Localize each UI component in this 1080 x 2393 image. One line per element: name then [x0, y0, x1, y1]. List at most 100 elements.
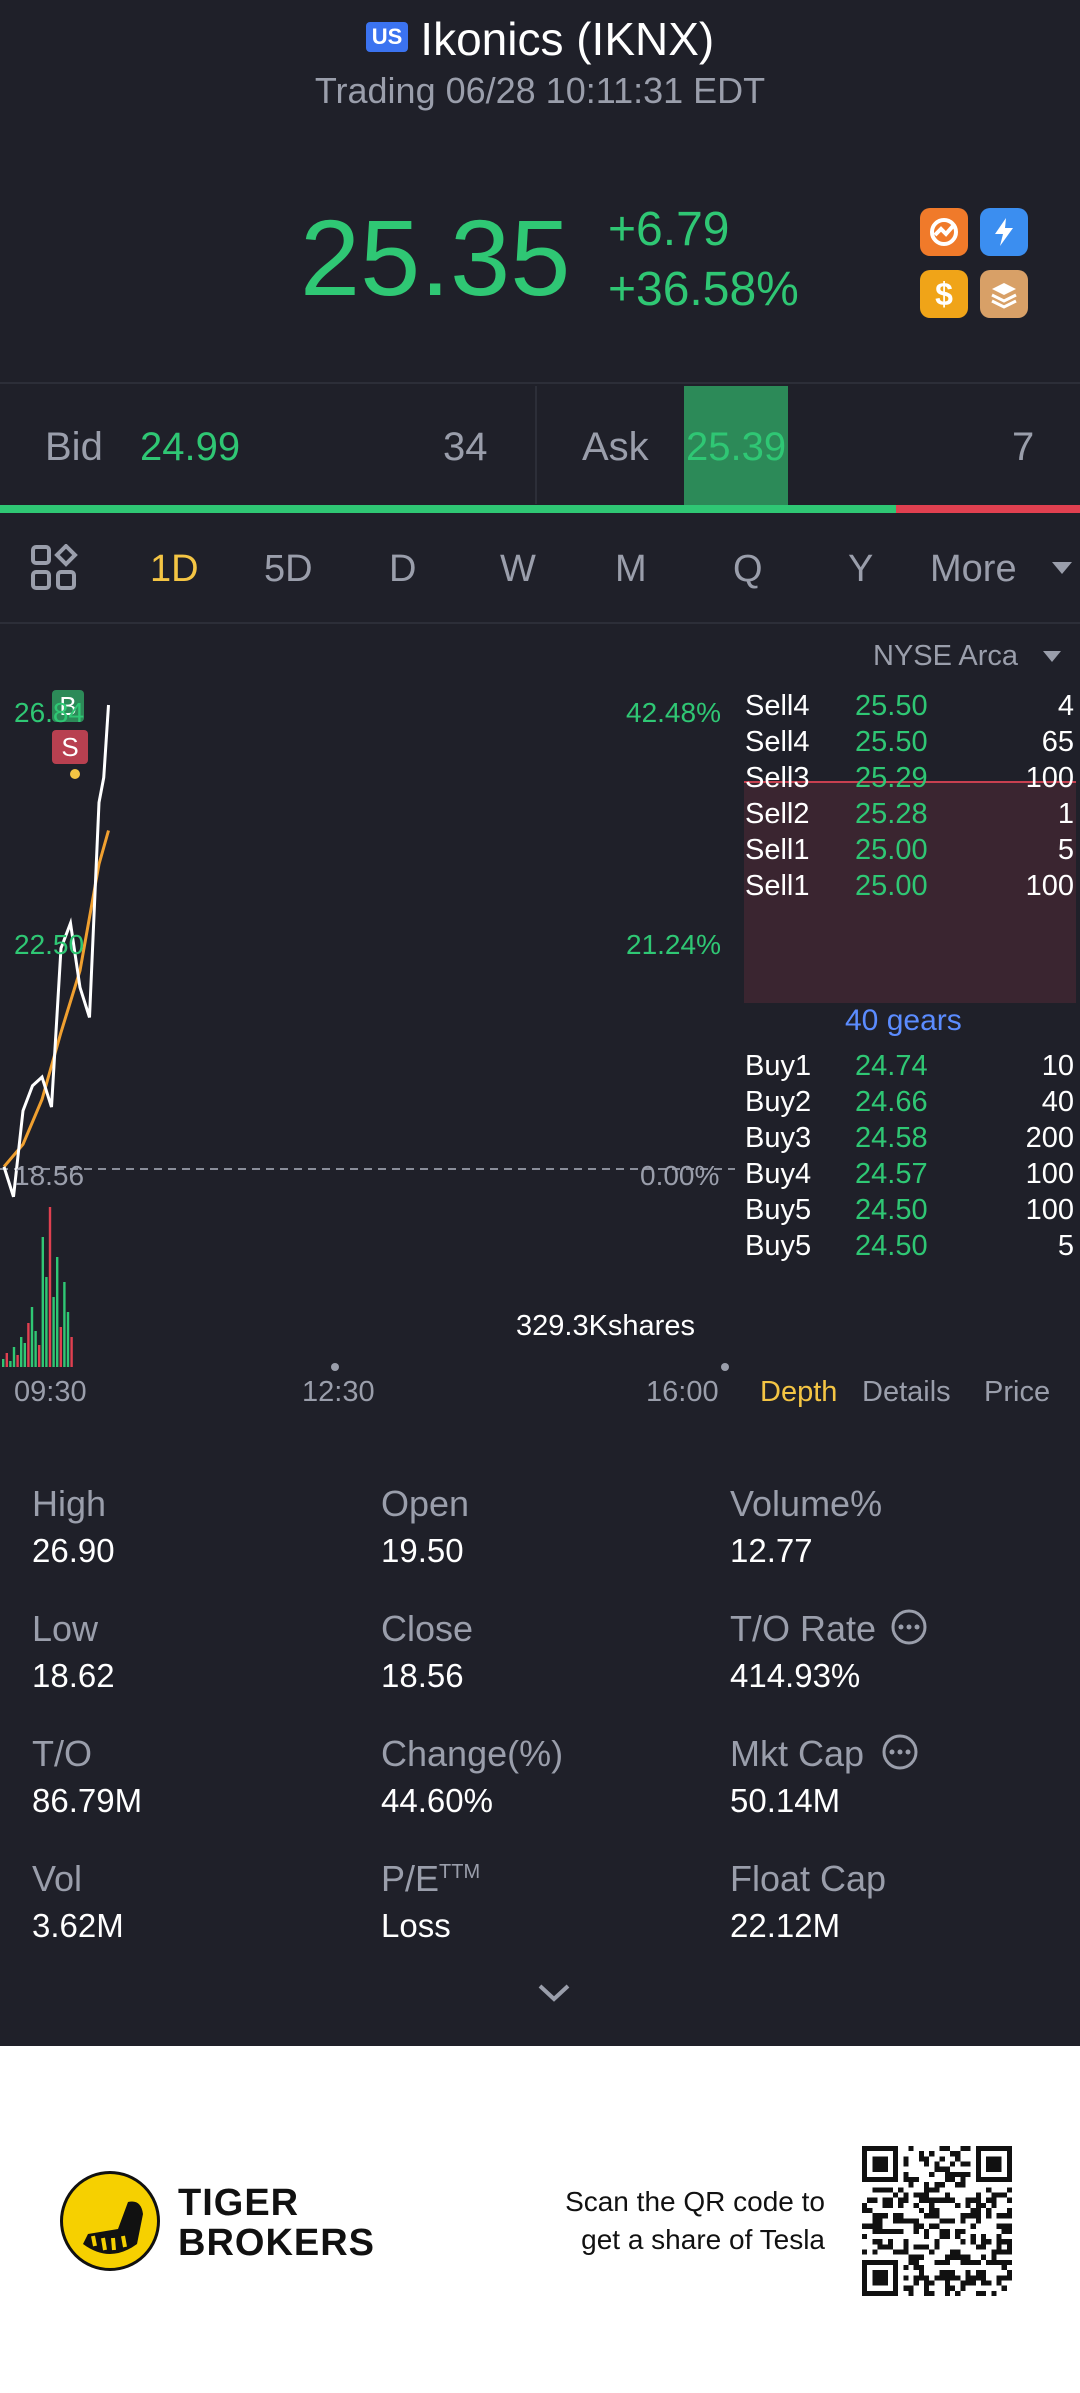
tab-y[interactable]: Y [848, 548, 874, 590]
volume-bar [34, 1331, 37, 1367]
exchange-selector[interactable]: NYSE Arca [873, 640, 1019, 672]
divider [535, 386, 537, 504]
change-amount: +6.79 [608, 203, 730, 256]
stack-icon[interactable] [980, 270, 1028, 318]
chevron-down-icon[interactable] [1052, 562, 1072, 581]
stat-volume-pct-value: 12.77 [730, 1532, 813, 1569]
tab-m[interactable]: M [615, 548, 647, 590]
order-qty: 5 [1057, 1230, 1074, 1262]
order-price: 24.50 [855, 1194, 928, 1226]
order-price: 25.00 [855, 870, 928, 902]
volume-bar [2, 1359, 5, 1367]
tab-more[interactable]: More [930, 548, 1017, 590]
order-label: Buy1 [745, 1050, 812, 1082]
volume-bar [9, 1361, 12, 1367]
bid-ask-ratio-bar [0, 505, 1080, 513]
volume-bar [52, 1297, 55, 1367]
tab-details[interactable]: Details [862, 1376, 951, 1408]
bid-qty: 34 [443, 425, 488, 469]
chart-mid-pct: 21.24% [626, 929, 721, 960]
bid-ratio-fill [0, 505, 897, 513]
tab-1d[interactable]: 1D [150, 548, 199, 590]
stat-high-label: High [32, 1483, 107, 1524]
order-label: Buy4 [745, 1158, 812, 1190]
stat-mkt-cap-value: 50.14M [730, 1782, 841, 1819]
order-price: 24.66 [855, 1086, 928, 1118]
volume-bar [56, 1257, 59, 1367]
time-dot [331, 1363, 339, 1371]
volume-bar [59, 1327, 62, 1367]
qr-code [862, 2146, 1012, 2296]
order-qty: 4 [1057, 690, 1074, 722]
tab-price[interactable]: Price [984, 1376, 1051, 1408]
chart-swap-icon[interactable] [920, 208, 968, 256]
layout-icon[interactable] [30, 543, 78, 597]
volume-bar [12, 1347, 16, 1367]
volume-bar [16, 1355, 19, 1367]
volume-bar [70, 1337, 73, 1367]
stat-low-label: Low [32, 1608, 99, 1649]
order-qty: 100 [1025, 870, 1074, 902]
intraday-chart[interactable]: B S [0, 640, 735, 1380]
chevron-down-icon[interactable] [1043, 650, 1061, 668]
stat-float-cap-label: Float Cap [730, 1858, 887, 1899]
order-label: Sell4 [745, 726, 810, 758]
stat-change-label: Change(%) [381, 1733, 564, 1774]
volume-bar [23, 1343, 26, 1367]
lightning-icon[interactable] [980, 208, 1028, 256]
stat-close-value: 18.56 [381, 1657, 464, 1694]
last-price-dot [70, 769, 80, 779]
tab-q[interactable]: Q [733, 548, 763, 590]
order-label: Buy5 [745, 1194, 812, 1226]
price-change: +6.79 +36.58% [608, 200, 799, 320]
stat-to-rate-value: 414.93% [730, 1657, 861, 1694]
ask-qty: 7 [1012, 425, 1035, 469]
order-price: 25.28 [855, 798, 928, 830]
order-label: Sell4 [745, 690, 810, 722]
chart-high-pct: 42.48% [626, 697, 721, 728]
stat-high-value: 26.90 [32, 1532, 115, 1569]
order-qty: 1 [1057, 798, 1074, 830]
stat-mkt-cap-label: Mkt Cap [730, 1733, 865, 1774]
bid-price: 24.99 [140, 425, 241, 469]
tab-d[interactable]: D [389, 548, 417, 590]
trading-status: Trading 06/28 10:11:31 EDT [314, 70, 766, 111]
volume-bar [27, 1323, 30, 1367]
stat-vol-label: Vol [32, 1858, 83, 1899]
dollar-icon[interactable]: $ [920, 270, 968, 318]
more-info-icon[interactable] [881, 1733, 919, 1776]
promo-text-line1: Scan the QR code to [565, 2186, 825, 2217]
stat-float-cap-value: 22.12M [730, 1907, 841, 1944]
order-qty: 100 [1025, 1158, 1074, 1190]
more-info-icon[interactable] [890, 1608, 928, 1651]
sell-marker-text: S [61, 732, 78, 762]
order-qty: 100 [1025, 1194, 1074, 1226]
stat-change-value: 44.60% [381, 1782, 493, 1819]
price-line [2, 704, 110, 1198]
promo-text-line2: get a share of Tesla [581, 2224, 825, 2255]
tab-w[interactable]: W [500, 548, 536, 590]
stat-pe-value: Loss [381, 1907, 451, 1944]
volume-bar [20, 1337, 23, 1367]
chart-base-pct: 0.00% [640, 1160, 720, 1191]
stat-open-value: 19.50 [381, 1532, 464, 1569]
chart-base-price: 18.56 [14, 1160, 85, 1191]
stat-close-label: Close [381, 1608, 474, 1649]
order-price: 24.58 [855, 1122, 928, 1154]
order-label: Buy2 [745, 1086, 812, 1118]
tab-depth[interactable]: Depth [760, 1376, 838, 1408]
buy-marker [52, 690, 84, 722]
buy-marker-text: B [59, 691, 76, 721]
stat-pe-label: P/ETTM [381, 1858, 481, 1899]
avg-price-line [2, 830, 110, 1168]
gears-link[interactable]: 40 gears [845, 1004, 962, 1037]
divider [0, 382, 1080, 384]
tiger-logo [60, 2171, 160, 2271]
tab-5d[interactable]: 5D [264, 548, 313, 590]
order-price: 24.57 [855, 1158, 928, 1190]
order-qty: 65 [1041, 726, 1074, 758]
expand-chevron-icon[interactable] [537, 1983, 571, 2008]
time-mid: 12:30 [302, 1376, 375, 1408]
order-qty: 10 [1041, 1050, 1074, 1082]
volume-bar [66, 1312, 70, 1367]
